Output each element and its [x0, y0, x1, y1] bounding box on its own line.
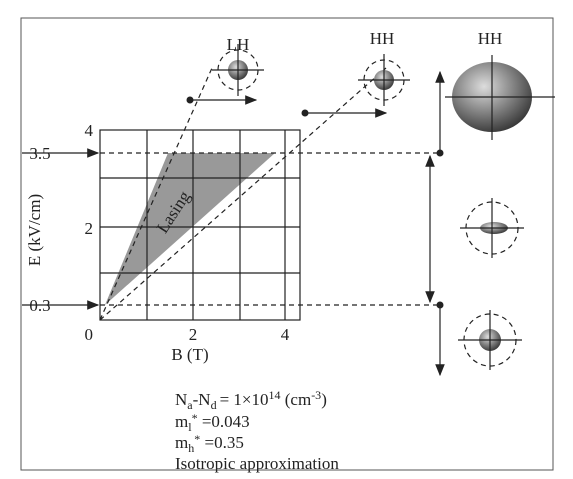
x-tick-label: 0 [85, 325, 94, 344]
icon-label: HH [370, 29, 395, 48]
grid [99, 129, 301, 321]
parameters: Na-Nd = 1×1014 (cm-3) ml* =0.043 mh* =0.3… [175, 388, 339, 473]
y-axis-label: E (kV/cm) [25, 194, 44, 266]
heavy-mass-param: mh* =0.35 [175, 432, 244, 455]
approximation-note: Isotropic approximation [175, 454, 339, 473]
wavefunction-icons: LH HH HH [212, 29, 555, 370]
frame [20, 17, 554, 471]
y-tick-label: 4 [85, 121, 94, 140]
transitions [186, 70, 445, 377]
y-tick-label: 3.5 [29, 144, 50, 163]
light-mass-param: ml* =0.043 [175, 411, 250, 434]
x-axis-label: B (T) [171, 345, 208, 364]
y-tick-label: 0.3 [29, 296, 50, 315]
y-tick-label: 2 [85, 219, 94, 238]
plot: 4 3.5 2 0.3 0 2 4 B (T) E (kV/cm) Lasing [22, 67, 440, 364]
x-tick-label: 2 [189, 325, 198, 344]
icon-label: HH [478, 29, 503, 48]
density-param: Na-Nd = 1×1014 (cm-3) [175, 388, 327, 412]
x-tick-label: 4 [281, 325, 290, 344]
lasing-region [105, 153, 275, 305]
